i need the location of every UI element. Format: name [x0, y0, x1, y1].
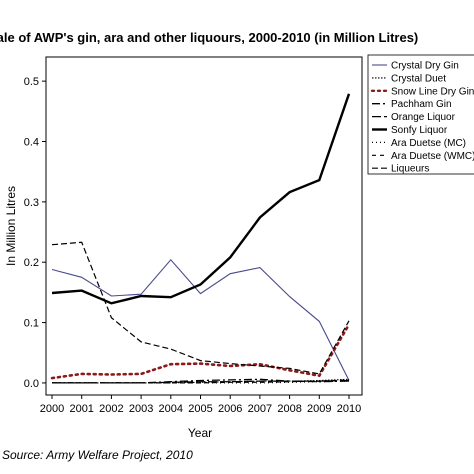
y-tick-label: 0.1	[24, 318, 39, 330]
x-tick-label: 2008	[277, 403, 301, 415]
legend-label: Pachham Gin	[391, 99, 452, 110]
series-line-sonfy-liquor	[51, 93, 351, 305]
plot-frame	[45, 56, 363, 396]
x-tick-label: 2006	[218, 403, 242, 415]
legend-label: Sonfy Liquor	[391, 125, 448, 136]
series-lines	[50, 93, 351, 384]
y-tick-label: 0.0	[24, 378, 39, 390]
legend-label: Ara Duetse (MC)	[391, 138, 466, 149]
legend-label: Ara Duetse (WMC)	[391, 151, 474, 162]
y-tick-label: 0.3	[24, 197, 39, 209]
y-tick-label: 0.4	[24, 137, 39, 149]
x-axis: 2000 2001 2002 2003 2004 2005 2006 2007 2008 2009…	[40, 395, 361, 415]
x-tick-label: 2004	[159, 403, 183, 415]
legend-label: Crystal Dry Gin	[391, 61, 459, 72]
x-tick-label: 2005	[188, 403, 212, 415]
legend-label: Liqueurs	[391, 164, 429, 175]
series-line-crystal-dry-gin	[51, 258, 350, 381]
x-tick-label: 2002	[99, 403, 123, 415]
x-tick-label: 2010	[337, 403, 361, 415]
legend-box	[367, 54, 474, 175]
chart-title: Sale of AWP's gin, ara and other liquour…	[0, 30, 418, 45]
series-line-ara-duetse-mc	[52, 380, 350, 384]
legend-label: Crystal Duet	[391, 73, 446, 84]
x-tick-label: 2001	[69, 403, 93, 415]
legend-label: Orange Liquor	[391, 112, 456, 123]
y-tick-label: 0.2	[24, 257, 39, 269]
y-axis-label: In Million Litres	[4, 186, 18, 266]
legend-label: Snow Line Dry Gin	[391, 86, 474, 97]
series-line-ara-duetse-wmc	[52, 379, 350, 384]
y-axis: 0.0 0.1 0.2 0.3 0.4 0.5	[24, 76, 46, 390]
x-tick-label: 2007	[248, 403, 272, 415]
source-note: Source: Army Welfare Project, 2010	[2, 448, 193, 462]
series-line-snow-line-dry-gin	[50, 323, 351, 380]
x-axis-label: Year	[188, 426, 212, 440]
series-line-liqueurs	[51, 241, 350, 375]
y-tick-label: 0.5	[24, 76, 39, 88]
x-tick-label: 2000	[40, 403, 64, 415]
x-tick-label: 2003	[129, 403, 153, 415]
x-tick-label: 2009	[307, 403, 331, 415]
